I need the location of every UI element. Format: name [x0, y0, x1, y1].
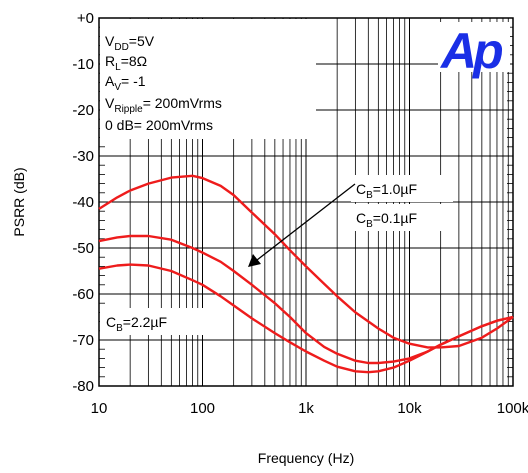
y-tick-labels: +0 -10 -20 -30 -40 -50 -60 -70 -80	[72, 10, 94, 395]
logo-bg	[438, 22, 510, 72]
condition-0db: 0 dB= 200mVrms	[105, 117, 213, 133]
label-box-cb01	[351, 204, 453, 231]
condition-av: AV= -1	[105, 73, 146, 93]
x-tick-label: 100k	[497, 400, 528, 417]
condition-vdd: VDD=5V	[105, 33, 155, 53]
x-tick-labels: 10 100 1k 10k 100k	[91, 400, 528, 417]
y-tick-label: -50	[72, 240, 94, 257]
condition-rl: RL=8Ω	[105, 53, 147, 73]
label-cb22: CB=2.2µF	[106, 314, 167, 334]
series-line-3	[98, 263, 514, 374]
y-tick-label: -70	[72, 332, 94, 349]
x-tick-label: 10	[91, 400, 108, 417]
series-group	[98, 174, 514, 374]
y-tick-label: -80	[72, 378, 94, 395]
label-box-cb1	[351, 175, 453, 202]
label-box-cb22	[100, 308, 210, 335]
label-cb1: CB=1.0µF	[356, 181, 417, 201]
y-tick-label: +0	[77, 10, 94, 27]
ap-logo: Ap	[439, 23, 502, 79]
y-axis-label: PSRR (dB)	[11, 167, 27, 236]
x-tick-label: 10k	[397, 400, 422, 417]
pointer-arrow-head	[248, 254, 261, 267]
y-tick-label: -20	[72, 102, 94, 119]
x-tick-label: 100	[190, 400, 215, 417]
plot-frame	[98, 17, 514, 387]
pointer-arrow-line	[256, 183, 356, 261]
label-cb01: CB=0.1µF	[356, 210, 417, 230]
condition-vripple: VRipple= 200mVrms	[105, 95, 222, 115]
y-tick-label: -30	[72, 148, 94, 165]
y-tick-label: -10	[72, 56, 94, 73]
y-tick-label: -40	[72, 194, 94, 211]
y-tick-label: -60	[72, 286, 94, 303]
conditions-box-bg	[100, 19, 316, 139]
x-tick-label: 1k	[298, 400, 314, 417]
series-line-1	[98, 174, 514, 349]
x-axis-label: Frequency (Hz)	[258, 450, 354, 466]
